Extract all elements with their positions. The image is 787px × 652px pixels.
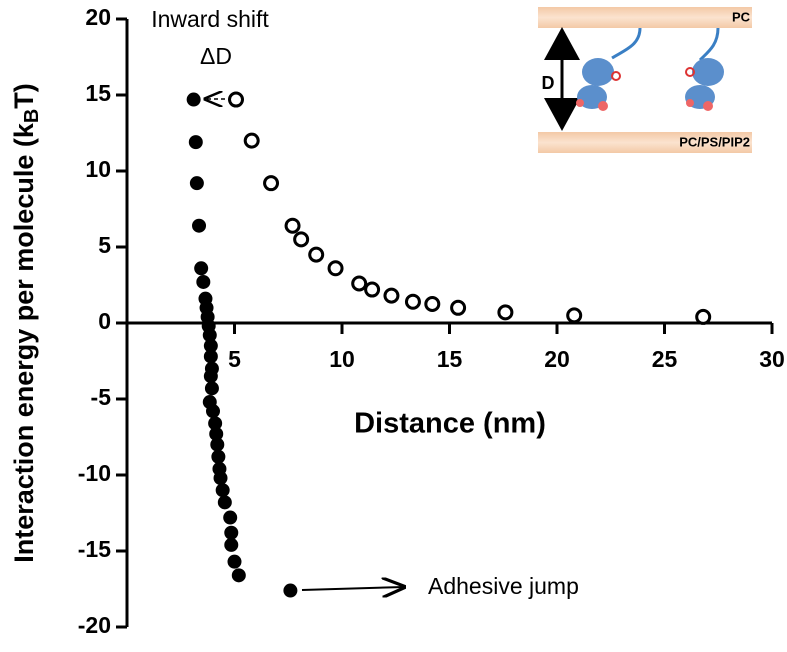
point (210, 437, 225, 452)
inset-label: D (542, 73, 555, 93)
point (327, 260, 344, 277)
annotation: ΔD (200, 43, 232, 69)
point (283, 583, 298, 598)
point (204, 381, 219, 396)
y-tick-label: -5 (91, 384, 112, 410)
point (293, 231, 310, 248)
point (231, 568, 246, 583)
y-tick-label: 0 (98, 308, 111, 334)
point (196, 274, 211, 289)
y-tick-label: -10 (78, 460, 111, 486)
x-axis-label: Distance (nm) (354, 408, 546, 440)
point (424, 296, 441, 312)
point (203, 369, 218, 384)
point (383, 287, 400, 304)
point (224, 537, 239, 552)
point (263, 175, 280, 192)
point (223, 510, 238, 525)
point (192, 218, 207, 233)
x-tick-label: 10 (329, 346, 355, 372)
point (188, 135, 203, 150)
y-axis-label-part: B (21, 109, 43, 123)
point (243, 132, 260, 149)
annotation: Inward shift (151, 6, 269, 32)
x-tick-label: 15 (437, 346, 463, 372)
point (364, 281, 381, 298)
point (404, 293, 421, 310)
point (186, 92, 201, 107)
point (227, 554, 242, 569)
point (228, 91, 245, 108)
point (213, 471, 228, 486)
y-axis-label-part: T) (9, 83, 39, 108)
point (224, 525, 239, 540)
y-tick-label: 5 (98, 232, 111, 258)
point (211, 449, 226, 464)
y-tick-label: 10 (85, 156, 111, 182)
y-tick-label: 15 (85, 80, 111, 106)
point (351, 275, 368, 292)
point (566, 307, 583, 324)
point (695, 308, 712, 325)
inset (538, 7, 752, 153)
point (215, 483, 230, 498)
y-tick-label: -15 (78, 536, 111, 562)
point (450, 299, 467, 316)
y-axis-label-part: Interaction energy per molecule (k (9, 122, 39, 563)
point (284, 217, 301, 234)
x-tick-label: 25 (652, 346, 678, 372)
x-tick-label: 30 (759, 346, 785, 372)
point (189, 176, 204, 191)
x-tick-label: 20 (544, 346, 570, 372)
point (206, 404, 220, 419)
y-tick-label: -20 (78, 612, 111, 638)
inset-label: PC/PS/PIP2 (679, 134, 750, 149)
point (203, 349, 218, 364)
x-tick-label: 5 (228, 346, 241, 372)
point (217, 495, 232, 510)
y-tick-label: 20 (85, 4, 111, 30)
inset-label: PC (732, 9, 751, 24)
point (194, 261, 209, 276)
point (308, 246, 325, 263)
arrow (301, 587, 404, 590)
annotation: Adhesive jump (428, 573, 579, 599)
point (497, 304, 514, 321)
y-axis-label: Interaction energy per molecule (kBT) (9, 83, 43, 563)
